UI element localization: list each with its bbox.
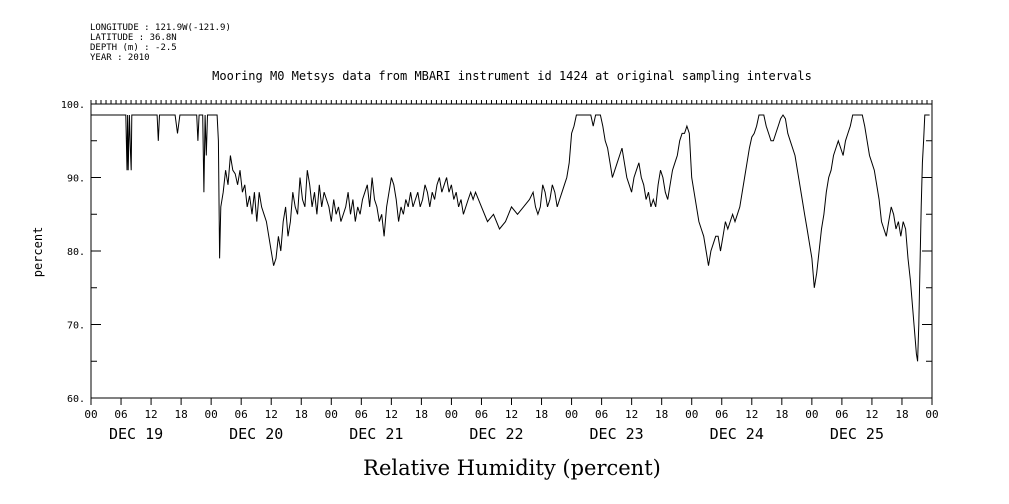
x-hour-label: 12 [745, 408, 758, 421]
x-hour-label: 06 [595, 408, 608, 421]
x-hour-label: 00 [205, 408, 218, 421]
x-hour-label: 00 [805, 408, 818, 421]
x-hour-label: 06 [475, 408, 488, 421]
x-hour-label: 06 [235, 408, 248, 421]
x-hour-label: 00 [84, 408, 97, 421]
x-hour-label: 12 [265, 408, 278, 421]
x-day-label: DEC 20 [229, 425, 283, 443]
x-hour-label: 00 [325, 408, 338, 421]
x-day-label: DEC 21 [349, 425, 403, 443]
year-text: YEAR : 2010 [90, 53, 150, 63]
x-hour-label: 18 [295, 408, 308, 421]
x-hour-label: 00 [565, 408, 578, 421]
x-day-label: DEC 25 [830, 425, 884, 443]
chart-title: Mooring M0 Metsys data from MBARI instru… [212, 69, 812, 83]
y-axis-label: percent [31, 227, 45, 278]
longitude-text: LONGITUDE : 121.9W(-121.9) [90, 23, 231, 33]
x-hour-label: 06 [114, 408, 127, 421]
y-tick-label: 60. [67, 394, 85, 405]
x-hour-label: 12 [144, 408, 157, 421]
depth-text: DEPTH (m) : -2.5 [90, 43, 177, 53]
series-line [91, 114, 930, 362]
x-hour-label: 18 [895, 408, 908, 421]
x-hour-label: 18 [535, 408, 548, 421]
x-hour-label: 12 [625, 408, 638, 421]
x-hour-label: 12 [505, 408, 518, 421]
x-hour-label: 06 [715, 408, 728, 421]
x-hour-label: 12 [865, 408, 878, 421]
x-day-label: DEC 24 [710, 425, 764, 443]
x-hour-label: 12 [385, 408, 398, 421]
y-tick-label: 80. [67, 247, 85, 258]
y-tick-label: 70. [67, 321, 85, 332]
y-tick-label: 100. [61, 100, 85, 111]
x-day-label: DEC 22 [469, 425, 523, 443]
x-axis-ticks: 00 06 12 18 00 06 12 18 00 06 12 18 00 06 12 18 00 06 12 18… [84, 100, 939, 443]
x-hour-label: 00 [685, 408, 698, 421]
plot-frame [90, 103, 933, 399]
x-day-label: DEC 23 [590, 425, 644, 443]
x-hour-label: 18 [174, 408, 187, 421]
y-tick-label: 90. [67, 174, 85, 185]
x-hour-label: 00 [445, 408, 458, 421]
x-hour-label: 18 [775, 408, 788, 421]
latitude-text: LATITUDE : 36.8N [90, 33, 177, 43]
x-hour-label: 18 [415, 408, 428, 421]
series-layer [91, 114, 930, 362]
y-axis-ticks: 60. 70. 80. 90. 100. [61, 100, 932, 405]
header-info: LONGITUDE : 121.9W(-121.9) LATITUDE : 36… [90, 23, 231, 63]
x-hour-label: 06 [835, 408, 848, 421]
x-day-label: DEC 19 [109, 425, 163, 443]
x-hour-label: 06 [355, 408, 368, 421]
x-hour-label: 00 [925, 408, 938, 421]
x-axis-label: Relative Humidity (percent) [363, 456, 661, 480]
x-hour-label: 18 [655, 408, 668, 421]
